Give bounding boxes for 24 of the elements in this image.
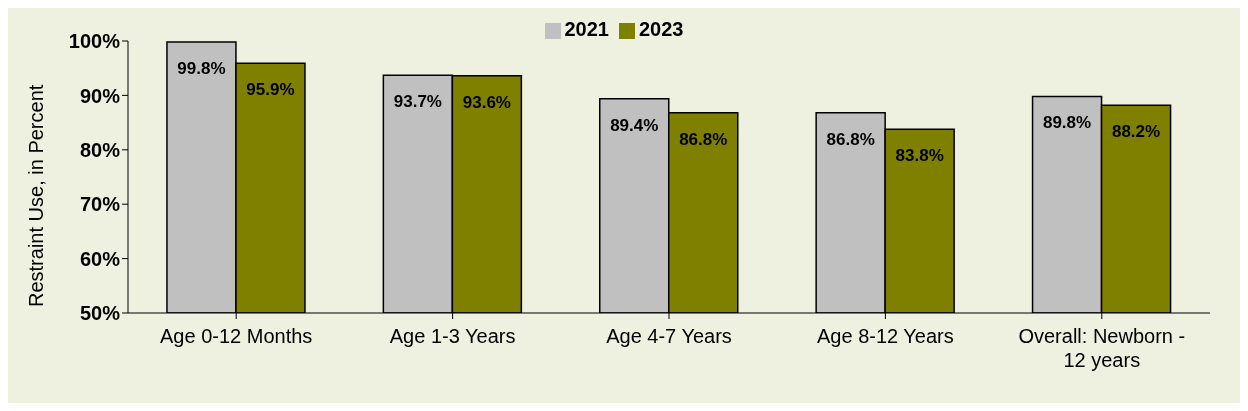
y-tick-label: 50% [79,302,121,325]
y-tick-label: 80% [79,138,121,161]
data-label: 88.2% [1111,122,1161,142]
data-label: 89.4% [610,115,659,135]
y-tick-label: 60% [79,247,121,270]
x-tick-label: Age 0-12 Months [160,325,313,347]
data-label: 86.8% [826,129,875,149]
x-tick-label: Age 4-7 Years [606,325,732,347]
data-label: 93.7% [393,92,442,112]
x-tick-label: Age 8-12 Years [817,325,954,347]
x-tick-label: Overall: Newborn - 12 years [1018,325,1186,371]
y-tick-label: 70% [79,193,121,216]
data-label: 89.8% [1042,113,1092,133]
data-label: 93.6% [462,92,511,112]
data-label: 86.8% [679,129,728,149]
x-tick-label: Age 1-3 Years [389,325,516,347]
data-label: 83.8% [895,146,944,166]
y-axis-title: Restraint Use, in Percent [25,84,48,307]
y-tick-label: 100% [68,30,121,53]
data-label: 95.9% [246,80,295,100]
legend-label: 2021 [564,18,609,40]
data-label: 99.8% [177,59,226,79]
y-tick-label: 90% [79,84,121,107]
legend-label: 2023 [639,18,684,40]
